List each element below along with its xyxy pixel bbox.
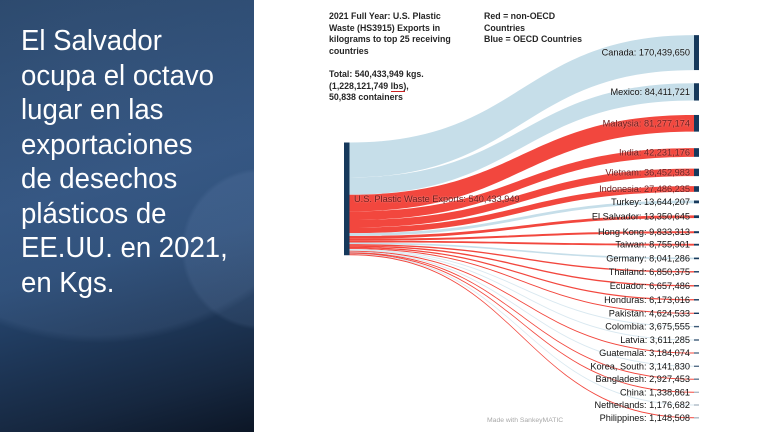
svg-text:Hong Kong: 9,833,313: Hong Kong: 9,833,313 (598, 227, 690, 237)
svg-text:Netherlands: 1,176,682: Netherlands: 1,176,682 (594, 400, 690, 410)
svg-text:India: 42,231,176: India: 42,231,176 (619, 148, 690, 158)
svg-text:Canada: 170,439,650: Canada: 170,439,650 (602, 48, 690, 58)
svg-text:Indonesia: 27,486,235: Indonesia: 27,486,235 (599, 184, 690, 194)
svg-text:El Salvador: 13,350,645: El Salvador: 13,350,645 (592, 212, 690, 222)
svg-text:U.S. Plastic Waste Exports: 54: U.S. Plastic Waste Exports: 540,433,949 (354, 194, 520, 204)
svg-text:China: 1,338,861: China: 1,338,861 (620, 387, 690, 397)
svg-text:Vietnam: 36,452,983: Vietnam: 36,452,983 (605, 167, 690, 177)
svg-text:Guatemala: 3,184,074: Guatemala: 3,184,074 (599, 348, 690, 358)
svg-text:Philippines: 1,148,508: Philippines: 1,148,508 (600, 413, 690, 423)
svg-text:Mexico: 84,411,721: Mexico: 84,411,721 (610, 87, 690, 97)
svg-text:Korea, South: 3,141,830: Korea, South: 3,141,830 (590, 361, 690, 371)
svg-text:Bangladesh: 2,927,453: Bangladesh: 2,927,453 (595, 374, 690, 384)
svg-text:Pakistan: 4,624,533: Pakistan: 4,624,533 (609, 308, 690, 318)
svg-text:Ecuador: 6,657,486: Ecuador: 6,657,486 (610, 281, 690, 291)
svg-text:Thailand: 6,850,375: Thailand: 6,850,375 (609, 267, 690, 277)
svg-text:Turkey: 13,644,207: Turkey: 13,644,207 (611, 197, 690, 207)
svg-text:Made with SankeyMATIC: Made with SankeyMATIC (487, 417, 563, 424)
svg-text:Malaysia: 81,277,174: Malaysia: 81,277,174 (603, 118, 690, 128)
svg-text:Germany: 8,041,286: Germany: 8,041,286 (606, 253, 690, 263)
svg-text:Taiwan: 8,755,901: Taiwan: 8,755,901 (615, 240, 690, 250)
svg-text:Latvia: 3,611,285: Latvia: 3,611,285 (620, 335, 690, 345)
svg-text:Honduras: 6,173,016: Honduras: 6,173,016 (604, 295, 690, 305)
svg-text:Colombia: 3,675,555: Colombia: 3,675,555 (605, 322, 690, 332)
